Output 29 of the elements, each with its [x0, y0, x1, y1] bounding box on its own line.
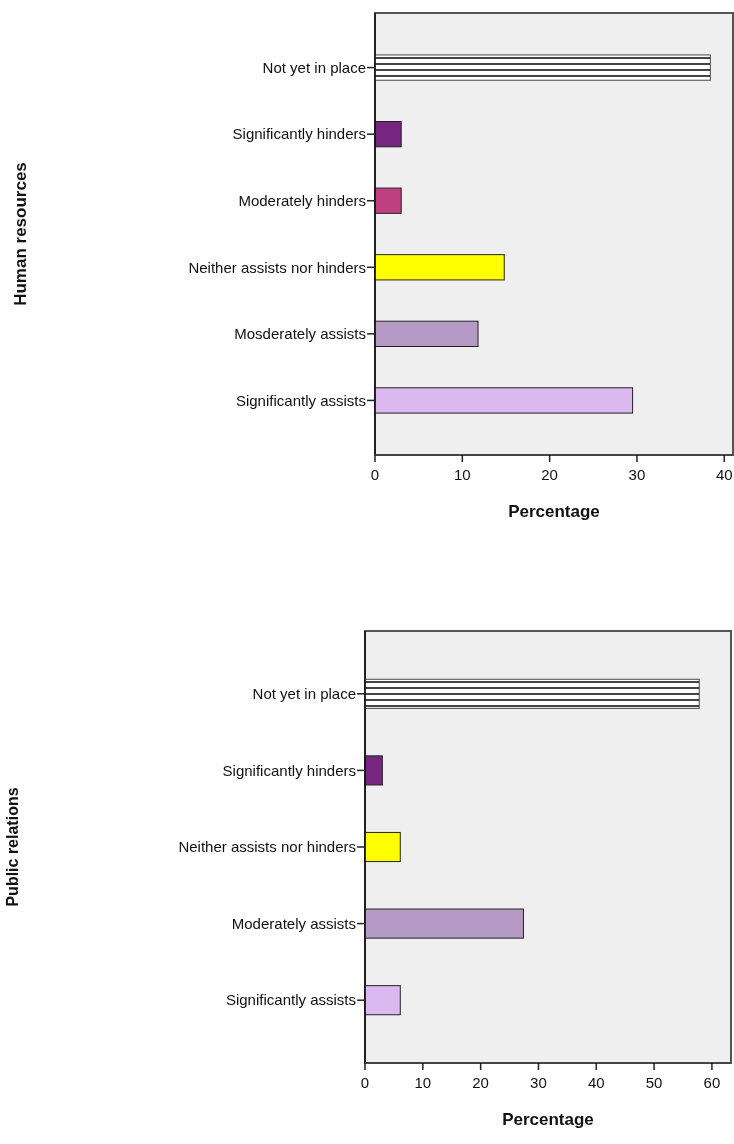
x-tick-label: 10	[453, 466, 471, 483]
x-tick-label: 10	[414, 1074, 432, 1091]
x-tick-label: 40	[715, 466, 733, 483]
x-tick-label: 30	[530, 1074, 547, 1091]
y-axis-title: Human resources	[11, 162, 30, 306]
x-tick-label: 20	[472, 1074, 489, 1091]
x-tick-label: 40	[587, 1074, 605, 1091]
x-tick-label: 50	[645, 1074, 663, 1091]
y-tick-label: Not yet in place	[252, 685, 356, 703]
y-tick-label: Neither assists nor hinders	[188, 258, 366, 276]
y-axis-title: Public relations	[4, 787, 21, 907]
y-tick-label: Significantly hinders	[222, 761, 356, 779]
x-tick-label: 30	[628, 466, 646, 483]
y-tick-label: Moderately assists	[231, 914, 356, 932]
x-tick-label: 0	[370, 466, 380, 483]
bar	[374, 54, 711, 81]
y-tick-label: Significantly assists	[225, 991, 356, 1009]
x-tick-label: 0	[360, 1074, 370, 1091]
y-tick-label: Significantly assists	[235, 391, 366, 409]
bar	[364, 678, 700, 709]
y-tick-label: Moderately hinders	[238, 191, 366, 209]
x-tick-label: 60	[703, 1074, 721, 1091]
y-tick-label: Mosderately assists	[234, 325, 366, 343]
y-tick-label: Neither assists nor hinders	[178, 838, 356, 856]
x-axis-title: Percentage	[502, 1110, 594, 1129]
y-tick-label: Not yet in place	[262, 58, 366, 76]
x-tick-label: 20	[541, 466, 558, 483]
y-tick-label: Significantly hinders	[232, 125, 366, 143]
x-axis-title: Percentage	[508, 502, 600, 521]
